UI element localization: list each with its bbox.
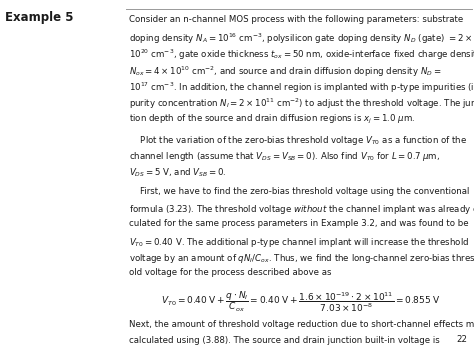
Text: Next, the amount of threshold voltage reduction due to short-channel effects mus: Next, the amount of threshold voltage re… (129, 320, 474, 328)
Text: $10^{20}$ cm$^{-3}$, gate oxide thickness $t_{ox} = 50$ nm, oxide-interface fixe: $10^{20}$ cm$^{-3}$, gate oxide thicknes… (129, 48, 474, 62)
Text: channel length (assume that $V_{DS} = V_{SB} = 0$). Also find $V_{T0}$ for $L = : channel length (assume that $V_{DS} = V_… (129, 150, 440, 163)
Text: tion depth of the source and drain diffusion regions is $x_j = 1.0$ $\mu$m.: tion depth of the source and drain diffu… (129, 113, 416, 126)
Text: old voltage for the process described above as: old voltage for the process described ab… (129, 268, 332, 277)
Text: culated for the same process parameters in Example 3.2, and was found to be: culated for the same process parameters … (129, 219, 469, 228)
Text: Example 5: Example 5 (5, 11, 73, 24)
Text: purity concentration $N_I = 2 \times 10^{11}$ cm$^{-2}$) to adjust the threshold: purity concentration $N_I = 2 \times 10^… (129, 97, 474, 111)
Text: $N_{ox} = 4 \times 10^{10}$ cm$^{-2}$, and source and drain diffusion doping den: $N_{ox} = 4 \times 10^{10}$ cm$^{-2}$, a… (129, 64, 442, 79)
Text: $V_{DS} = 5$ V, and $V_{SB} = 0$.: $V_{DS} = 5$ V, and $V_{SB} = 0$. (129, 166, 227, 179)
Text: Plot the variation of the zero-bias threshold voltage $V_{T0}$ as a function of : Plot the variation of the zero-bias thre… (129, 134, 467, 147)
Text: formula (3.23). The threshold voltage $\mathit{without}$ the channel implant was: formula (3.23). The threshold voltage $\… (129, 203, 474, 216)
Text: Consider an n-channel MOS process with the following parameters: substrate: Consider an n-channel MOS process with t… (129, 15, 464, 24)
Text: doping density $N_A = 10^{16}$ cm$^{-3}$, polysilicon gate doping density $N_D$ : doping density $N_A = 10^{16}$ cm$^{-3}$… (129, 32, 473, 46)
Text: $10^{17}$ cm$^{-3}$. In addition, the channel region is implanted with p-type im: $10^{17}$ cm$^{-3}$. In addition, the ch… (129, 81, 474, 95)
Text: voltage by an amount of $qN_I/C_{ox}$. Thus, we find the long-channel zero-bias : voltage by an amount of $qN_I/C_{ox}$. T… (129, 252, 474, 265)
Text: 22: 22 (456, 335, 467, 344)
Text: $V_{T0} = 0.40$ V. The additional p-type channel implant will increase the thres: $V_{T0} = 0.40$ V. The additional p-type… (129, 236, 470, 249)
Text: calculated using (3.88). The source and drain junction built-in voltage is: calculated using (3.88). The source and … (129, 336, 440, 345)
Text: $V_{T0} = 0.40\;{\rm V} + \dfrac{q \cdot N_I}{C_{ox}} = 0.40\;{\rm V} + \dfrac{1: $V_{T0} = 0.40\;{\rm V} + \dfrac{q \cdot… (161, 290, 441, 314)
Text: First, we have to find the zero-bias threshold voltage using the conventional: First, we have to find the zero-bias thr… (129, 187, 470, 196)
